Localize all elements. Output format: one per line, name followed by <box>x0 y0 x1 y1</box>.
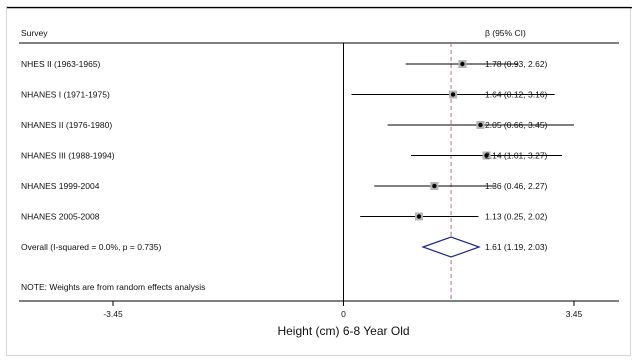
point-estimate <box>450 92 456 97</box>
overall-ci-value: 1.61 (1.19, 2.03) <box>485 242 548 252</box>
overall-label: Overall (I-squared = 0.0%, p = 0.735) <box>21 242 161 252</box>
x-tick-label: -3.45 <box>103 309 123 319</box>
study-label: NHANES 1999-2004 <box>21 181 100 191</box>
point-estimate <box>416 214 422 219</box>
x-tick-label: 3.45 <box>566 309 583 319</box>
footnote: NOTE: Weights are from random effects an… <box>21 282 205 292</box>
ci-value: 1.13 (0.25, 2.02) <box>485 212 548 222</box>
study-label: NHES II (1963-1965) <box>21 59 101 69</box>
point-estimate <box>478 122 483 128</box>
point-estimate <box>460 61 465 67</box>
forest-plot: Survey β (95% CI) NHES II (1963-1965) 1.78 … <box>7 7 632 338</box>
study-label: NHANES I (1971-1975) <box>21 90 110 100</box>
forest-plot-frame: Survey β (95% CI) NHES II (1963-1965) 1.78 … <box>6 6 632 356</box>
ci-value: 2.05 (0.66, 3.45) <box>485 120 548 130</box>
ci-value: 1.64 (0.12, 3.16) <box>485 90 548 100</box>
study-label: NHANES II (1976-1980) <box>21 120 112 130</box>
point-estimate <box>432 183 437 189</box>
study-label: NHANES 2005-2008 <box>21 212 100 222</box>
study-label: NHANES III (1988-1994) <box>21 151 115 161</box>
header-survey: Survey <box>21 28 48 38</box>
x-tick-label: 0 <box>341 309 346 319</box>
x-axis-label: Height (cm) 6-8 Year Old <box>277 324 409 338</box>
ci-value: 1.78 (0.93, 2.62) <box>485 59 548 69</box>
point-estimate <box>484 153 489 158</box>
overall-diamond <box>421 236 481 258</box>
header-beta-ci: β (95% CI) <box>485 28 526 38</box>
ci-value: 1.36 (0.46, 2.27) <box>485 181 548 191</box>
ci-value: 2.14 (1.01, 3.27) <box>485 151 548 161</box>
